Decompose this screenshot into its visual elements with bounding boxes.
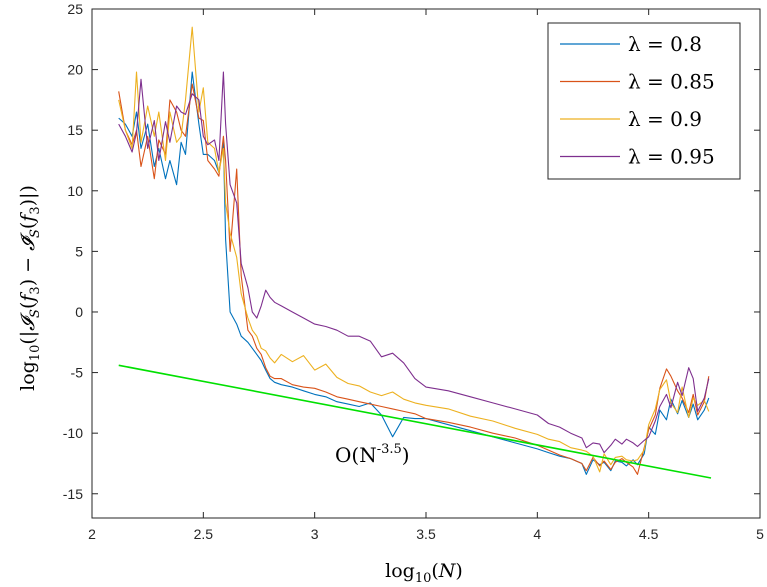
y-tick-label: 0 [75, 304, 83, 320]
annotation-order: O(N-3.5) [335, 442, 410, 467]
x-axis-label: log10(N) [385, 560, 463, 586]
legend-box [547, 22, 741, 180]
x-tick-label: 2 [88, 526, 96, 542]
axes: 2 2.5 3 3.5 4 4.5 5 -15 -10 -5 0 5 10 15 20 25 [63, 1, 764, 542]
y-tick-label: 5 [75, 243, 83, 259]
legend-label: λ = 0.8 [628, 32, 702, 56]
x-tick-label: 5 [756, 526, 764, 542]
y-tick-label: 20 [67, 62, 83, 78]
annotation-text: O(N [335, 443, 377, 467]
y-tick-label: 15 [67, 122, 83, 138]
legend-label: λ = 0.95 [628, 145, 715, 169]
reference-line [118, 364, 712, 479]
y-tick-label: -10 [63, 425, 83, 441]
legend-label: λ = 0.85 [628, 70, 715, 94]
series-line-2 [118, 26, 710, 473]
x-tick-label: 3.5 [416, 526, 436, 542]
y-tick-label: -15 [63, 486, 83, 502]
y-tick-label: 10 [67, 183, 83, 199]
legend: λ = 0.8 λ = 0.85 λ = 0.9 λ = 0.95 [547, 22, 741, 180]
x-tick-label: 3 [311, 526, 319, 542]
x-tick-label: 4 [533, 526, 541, 542]
x-tick-label: 4.5 [639, 526, 659, 542]
y-tick-label: -5 [71, 365, 84, 381]
y-tick-label: 25 [67, 1, 83, 17]
annotation-suffix: ) [402, 443, 410, 467]
plot-area [118, 26, 712, 479]
x-tick-label: 2.5 [194, 526, 214, 542]
annotation-exponent: -3.5 [377, 442, 402, 457]
legend-label: λ = 0.9 [628, 107, 702, 131]
series-line-3 [118, 71, 710, 454]
y-axis-label: log10(|𝓘S(f3) − 𝓘̃S(f3)|) [17, 185, 43, 391]
